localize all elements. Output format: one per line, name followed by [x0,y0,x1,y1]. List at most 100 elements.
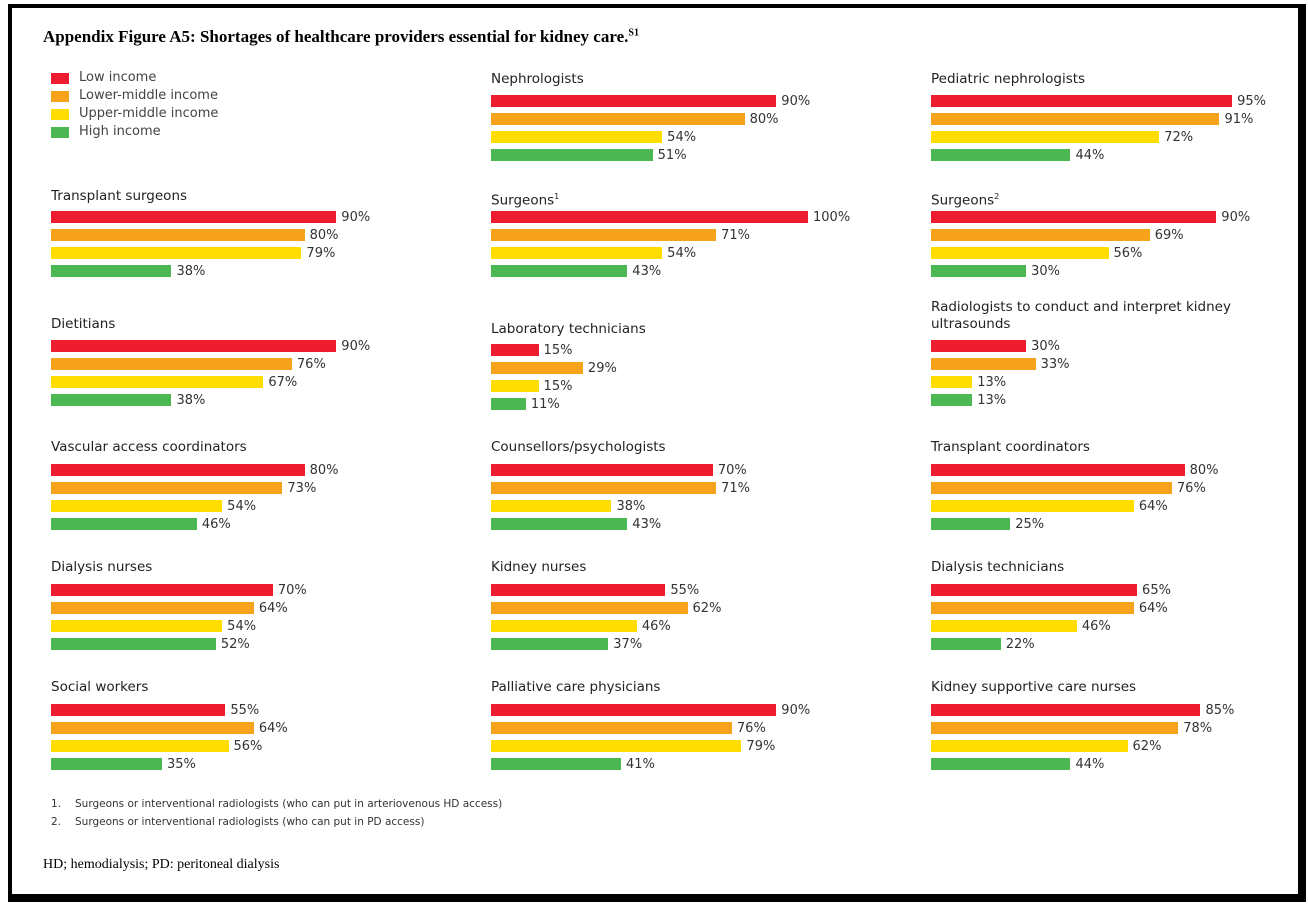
panel-title: Dietitians [51,316,115,333]
bar-lower-middle-income [51,229,305,241]
panel-title-text: Dialysis nurses [51,559,153,575]
panel-title-text: Dietitians [51,316,116,332]
data-label: 44% [1075,148,1105,163]
legend-swatch [51,109,69,120]
bar-low-income [491,464,713,476]
bar-low-income [491,344,539,356]
data-label: 30% [1031,339,1060,354]
data-label: 25% [1015,517,1045,532]
bar-upper-middle-income [491,500,612,512]
bar-high-income [491,758,621,770]
bar-low-income [51,464,305,476]
bar-lower-middle-income [931,358,1036,370]
data-label: 38% [176,264,206,279]
bar-lower-middle-income [491,362,583,374]
data-label: 90% [1221,210,1251,225]
panel-title-text: Kidney nurses [491,559,587,575]
legend-swatch [51,91,69,102]
bar-lower-middle-income [51,358,292,370]
legend-label: Upper-middle income [79,106,219,121]
footnote-number: 1. [51,798,62,810]
bar-lower-middle-income [931,722,1179,734]
bar-low-income [491,211,808,223]
bar-lower-middle-income [931,602,1134,614]
data-label: 91% [1224,112,1254,127]
panel-title: Palliative care physicians [491,679,660,696]
bar-upper-middle-income [931,376,973,388]
panel-title-text: Transplant coordinators [931,439,1090,455]
bar-low-income [931,211,1217,223]
bar-low-income [491,95,777,107]
panel-title-text: Radiologists to conduct and interpret ki… [931,299,1231,332]
bar-lower-middle-income [491,229,717,241]
data-label: 38% [616,499,646,514]
bar-upper-middle-income [491,380,539,392]
panel-title-footnote-ref: 2 [994,192,1000,201]
panel-title-text: Palliative care physicians [491,679,661,695]
data-label: 43% [632,264,662,279]
panel-title: Dialysis nurses [51,559,152,576]
data-label: 15% [543,379,573,394]
data-label: 90% [781,703,811,718]
data-label: 95% [1237,94,1267,109]
bar-upper-middle-income [51,376,264,388]
bar-lower-middle-income [931,113,1220,125]
footnote-number: 2. [51,816,62,828]
panel-title-text: Surgeons [931,192,995,209]
data-label: 71% [721,228,750,243]
bar-high-income [931,149,1071,161]
panel-title-text: Transplant surgeons [51,188,188,204]
bar-low-income [931,340,1027,352]
bar-lower-middle-income [51,722,254,734]
panel-title: Vascular access coordinators [51,439,247,456]
data-label: 43% [632,517,662,532]
bar-high-income [491,518,628,530]
data-label: 64% [258,721,288,736]
data-label: 33% [1040,357,1070,372]
data-label: 76% [1176,481,1206,496]
bar-high-income [51,265,172,277]
bar-upper-middle-income [51,500,223,512]
panel-title: Pediatric nephrologists [931,71,1085,88]
panel-title: Surgeons2 [931,188,999,210]
bar-low-income [51,211,337,223]
data-label: 22% [1005,637,1035,652]
data-label: 64% [1138,499,1168,514]
bar-upper-middle-income [491,740,742,752]
bar-low-income [491,704,777,716]
panel-title: Dialysis technicians [931,559,1064,576]
panel-title-text: Kidney supportive care nurses [931,679,1137,695]
bar-low-income [931,95,1233,107]
data-label: 46% [201,517,231,532]
footnote-text: Surgeons or interventional radiologists … [75,816,425,828]
data-label: 13% [977,375,1007,390]
bar-lower-middle-income [931,229,1150,241]
panel-title-text: Nephrologists [491,71,584,87]
bar-upper-middle-income [931,500,1134,512]
bar-lower-middle-income [491,482,717,494]
bar-high-income [931,518,1011,530]
bar-lower-middle-income [491,602,688,614]
bar-high-income [51,758,162,770]
bar-upper-middle-income [931,131,1160,143]
bar-upper-middle-income [491,620,637,632]
data-label: 73% [287,481,317,496]
data-label: 35% [166,757,196,772]
panel-title-text: Laboratory technicians [491,321,646,337]
bar-high-income [491,149,653,161]
data-label: 15% [543,343,573,358]
data-label: 54% [667,246,697,261]
data-label: 76% [736,721,766,736]
panel-title: Transplant surgeons [51,188,187,205]
bar-low-income [931,464,1185,476]
panel-title: Kidney nurses [491,559,586,576]
data-label: 54% [227,499,257,514]
panel-title: Transplant coordinators [931,439,1090,456]
data-label: 13% [977,393,1007,408]
bar-high-income [931,638,1001,650]
panel-title: Counsellors/psychologists [491,439,666,456]
bar-low-income [51,704,226,716]
panel-title-footnote-ref: 1 [554,192,560,201]
panel-title: Surgeons1 [491,188,559,210]
data-label: 67% [268,375,298,390]
